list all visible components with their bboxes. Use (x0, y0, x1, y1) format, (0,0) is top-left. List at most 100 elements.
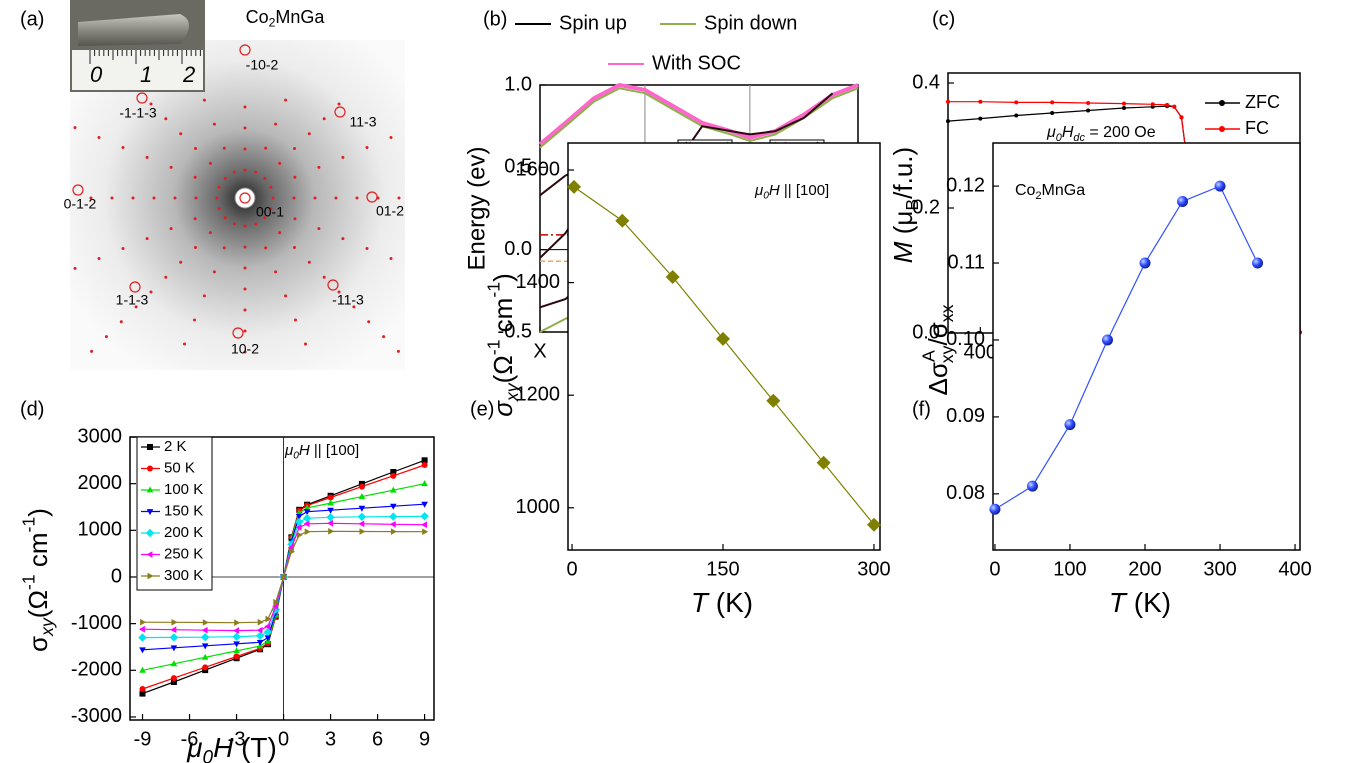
laue-spot (352, 305, 356, 309)
y-tick-label: 0.11 (948, 251, 985, 273)
laue-spot (264, 146, 268, 150)
annotation-part: MnGa (1042, 182, 1086, 199)
laue-spot (254, 170, 258, 174)
laue-spot (104, 335, 108, 339)
laue-spot (97, 136, 101, 139)
laue-spot (183, 342, 186, 346)
laue-spot (134, 305, 138, 309)
marker (327, 507, 334, 514)
y-axis-label-part: -1 (18, 517, 38, 533)
marker (265, 615, 272, 623)
laue-spot (274, 122, 278, 126)
annotation-part: = 200 Oe (1085, 124, 1156, 141)
laue-spot (269, 207, 273, 211)
spot-label: -1-1-3 (119, 105, 157, 121)
panel-label: (f) (912, 398, 931, 420)
legend-marker (146, 486, 154, 493)
y-tick-label: 1000 (516, 496, 561, 518)
marker (303, 520, 310, 528)
beam-stop (234, 187, 256, 209)
series-line (994, 185, 1259, 510)
laue-spot (243, 287, 247, 291)
laue-spot (169, 227, 173, 231)
laue-spot (73, 266, 77, 270)
x-tick-label: 3 (325, 728, 336, 750)
laue-spot (337, 102, 341, 106)
marker (327, 520, 333, 527)
laue-spot (254, 222, 258, 226)
laue-spot (292, 196, 296, 200)
panel-label: (b) (483, 8, 507, 30)
annotation: μ0H || [100] (754, 182, 829, 201)
x-axis-label-part: (K) (1126, 587, 1171, 618)
marker (358, 483, 365, 490)
marker (234, 619, 241, 626)
marker (169, 633, 179, 642)
spot-label: -10-2 (246, 57, 279, 73)
laue-spot (215, 196, 219, 200)
y-axis-label-part: ) (23, 508, 53, 517)
legend-marker (1219, 126, 1225, 132)
marker (1252, 257, 1264, 269)
marker (201, 626, 208, 634)
laue-spot (121, 247, 125, 250)
marker (1101, 334, 1113, 346)
marker (264, 635, 272, 642)
laue-spot (243, 350, 247, 354)
legend-label: 2 K (164, 438, 187, 455)
marker (978, 116, 983, 121)
annotation-part: μ (754, 182, 763, 199)
laue-spot (179, 132, 183, 136)
marker (327, 494, 334, 501)
y-axis-label-part: ) (488, 273, 518, 282)
legend-marker (147, 572, 154, 580)
y-axis-label-part: /f.u.) (888, 147, 918, 199)
laue-spot (193, 217, 197, 221)
x-axis-label-part: (K) (708, 587, 753, 618)
marker (1179, 115, 1184, 120)
marker (139, 690, 146, 697)
marker (1122, 101, 1126, 106)
legend-marker (147, 465, 153, 472)
marker (139, 647, 146, 654)
laue-spot (274, 270, 278, 274)
y-axis-label-part: /σ (923, 322, 953, 345)
annotation-part: 0 (293, 450, 299, 461)
y-tick-label: -1000 (71, 612, 122, 634)
x-tick-label: 300 (1203, 558, 1236, 580)
laue-spot (317, 227, 321, 231)
y-axis-label-part: cm (488, 298, 518, 340)
y-tick-label: -0.5 (498, 320, 532, 342)
y-tick-label: 1000 (78, 519, 123, 541)
legend-label: 50 K (164, 459, 195, 476)
marker (989, 503, 1001, 515)
marker (170, 626, 177, 633)
spot-ring (239, 44, 251, 56)
annotation-part: H (1062, 124, 1074, 141)
marker (978, 99, 983, 104)
laue-spot (232, 170, 236, 174)
y-axis-label: σxy(Ω-1 cm-1) (483, 273, 521, 417)
annotation: μ0Hdc = 200 Oe (1046, 124, 1156, 143)
legend-label: 100 K (164, 481, 203, 498)
laue-spot (131, 196, 135, 200)
x-tick-label: 300 (857, 558, 890, 580)
laue-spot (322, 117, 326, 121)
laue-spot (341, 237, 345, 241)
annotation-part: dc (1073, 132, 1085, 144)
panel-title-part: 2 (269, 16, 276, 30)
laue-spot (243, 105, 247, 109)
legend-label: 250 K (164, 545, 203, 562)
y-tick-label: 3000 (78, 425, 123, 447)
laue-spot (397, 196, 401, 200)
x-axis-label: T (K) (1109, 587, 1171, 618)
marker (328, 528, 335, 535)
laue-spot (194, 246, 197, 249)
x-tick-label: 0 (989, 558, 1000, 580)
marker (1214, 180, 1226, 192)
laue-spot (164, 117, 168, 121)
spot-ring (366, 191, 378, 203)
laue-spot (284, 98, 288, 102)
marker (170, 675, 177, 682)
laue-spot (149, 290, 153, 294)
